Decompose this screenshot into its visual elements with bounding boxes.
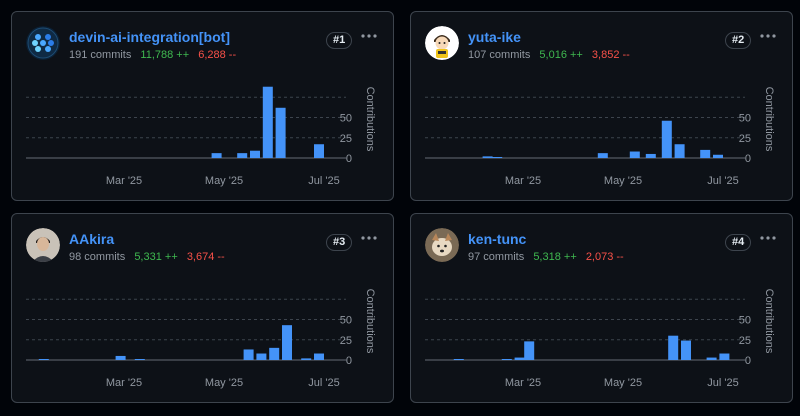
contribution-bar <box>256 354 266 360</box>
contribution-bar <box>250 151 260 158</box>
y-axis-title: Contributions <box>364 87 376 152</box>
contribution-bar <box>244 349 254 360</box>
commit-count-link[interactable]: 107 commits <box>468 49 530 61</box>
commit-count-link[interactable]: 191 commits <box>69 49 131 61</box>
contributor-stats: 97 commits 5,318 ++ 2,073 -- <box>468 251 624 263</box>
x-tick-label: Mar '25 <box>505 175 541 187</box>
additions-count: 5,016 ++ <box>539 49 582 61</box>
contribution-bar <box>646 154 656 158</box>
contributor-card: 0 25 50 Contributions Mar '25 May '25 Jul '25 … <box>410 213 793 403</box>
x-tick-label: Jul '25 <box>308 175 339 187</box>
kebab-menu-icon[interactable] <box>359 27 379 45</box>
contribution-bar <box>515 358 525 360</box>
y-tick-label: 0 <box>346 355 352 367</box>
x-tick-label: Mar '25 <box>106 175 142 187</box>
y-axis-title: Contributions <box>763 87 775 152</box>
deletions-count: 6,288 -- <box>198 49 236 61</box>
rank-badge: #2 <box>725 32 751 49</box>
contributor-name-link[interactable]: devin-ai-integration[bot] <box>69 29 230 45</box>
additions-count: 5,318 ++ <box>533 251 576 263</box>
x-tick-label: Jul '25 <box>308 377 339 389</box>
commit-count-link[interactable]: 98 commits <box>69 251 125 263</box>
contribution-bar <box>483 156 493 158</box>
contribution-bar <box>282 325 292 360</box>
contribution-bar <box>598 153 608 158</box>
contribution-bar <box>314 144 324 158</box>
y-tick-label: 50 <box>739 113 751 125</box>
y-tick-label: 0 <box>745 355 751 367</box>
y-axis-title: Contributions <box>364 289 376 354</box>
contribution-bar <box>237 153 247 158</box>
y-tick-label: 25 <box>340 335 352 347</box>
contribution-bar <box>700 150 710 158</box>
additions-count: 5,331 ++ <box>134 251 177 263</box>
commit-count-link[interactable]: 97 commits <box>468 251 524 263</box>
y-tick-label: 25 <box>739 335 751 347</box>
contributor-name-link[interactable]: yuta-ike <box>468 29 521 45</box>
contribution-bar <box>662 121 672 158</box>
contribution-bar <box>492 157 502 158</box>
rank-badge: #4 <box>725 234 751 251</box>
y-tick-label: 0 <box>745 153 751 165</box>
contributor-name-link[interactable]: AAkira <box>69 231 114 247</box>
contributor-card: 0 25 50 Contributions Mar '25 May '25 Jul '25 … <box>410 11 793 201</box>
contribution-bar <box>675 144 685 158</box>
contribution-bar <box>681 341 691 360</box>
contribution-bar <box>713 155 723 158</box>
rank-badge: #3 <box>326 234 352 251</box>
x-tick-label: Mar '25 <box>505 377 541 389</box>
contribution-bar <box>116 356 126 360</box>
deletions-count: 3,852 -- <box>592 49 630 61</box>
contribution-bar <box>39 359 49 360</box>
contribution-bar <box>212 153 222 158</box>
person-photo-icon[interactable] <box>26 228 60 262</box>
contribution-bar <box>707 358 717 360</box>
contribution-bar <box>668 336 678 360</box>
x-tick-label: May '25 <box>205 175 243 187</box>
kebab-menu-icon[interactable] <box>758 27 778 45</box>
contribution-bar <box>502 359 512 360</box>
kebab-menu-icon[interactable] <box>758 229 778 247</box>
contributor-stats: 107 commits 5,016 ++ 3,852 -- <box>468 49 630 61</box>
y-tick-label: 50 <box>739 315 751 327</box>
dog-photo-icon[interactable] <box>425 228 459 262</box>
x-tick-label: Jul '25 <box>707 175 738 187</box>
y-tick-label: 0 <box>346 153 352 165</box>
contribution-bar <box>719 354 729 360</box>
deletions-count: 3,674 -- <box>187 251 225 263</box>
x-tick-label: May '25 <box>205 377 243 389</box>
contribution-bar <box>630 152 640 158</box>
deletions-count: 2,073 -- <box>586 251 624 263</box>
contributor-card: 0 25 50 Contributions Mar '25 May '25 Jul '25 … <box>11 11 394 201</box>
y-tick-label: 25 <box>340 133 352 145</box>
contribution-bar <box>135 359 145 360</box>
x-tick-label: May '25 <box>604 377 642 389</box>
x-tick-label: May '25 <box>604 175 642 187</box>
y-axis-title: Contributions <box>763 289 775 354</box>
devin-logo-icon[interactable] <box>26 26 60 60</box>
contribution-bar <box>269 348 279 360</box>
y-tick-label: 25 <box>739 133 751 145</box>
x-tick-label: Mar '25 <box>106 377 142 389</box>
contributor-card: 0 25 50 Contributions Mar '25 May '25 Jul '25 … <box>11 213 394 403</box>
rank-badge: #1 <box>326 32 352 49</box>
contribution-bar <box>524 341 534 360</box>
contribution-bar <box>276 108 286 158</box>
contribution-bar <box>263 87 273 158</box>
y-tick-label: 50 <box>340 113 352 125</box>
contribution-bar <box>454 359 464 360</box>
additions-count: 11,788 ++ <box>140 49 189 61</box>
x-tick-label: Jul '25 <box>707 377 738 389</box>
contributor-stats: 98 commits 5,331 ++ 3,674 -- <box>69 251 225 263</box>
contributor-name-link[interactable]: ken-tunc <box>468 231 526 247</box>
contribution-bar <box>314 354 324 360</box>
cartoon-avatar-icon[interactable] <box>425 26 459 60</box>
y-tick-label: 50 <box>340 315 352 327</box>
contributor-stats: 191 commits 11,788 ++ 6,288 -- <box>69 49 236 61</box>
kebab-menu-icon[interactable] <box>359 229 379 247</box>
contribution-bar <box>301 358 311 360</box>
